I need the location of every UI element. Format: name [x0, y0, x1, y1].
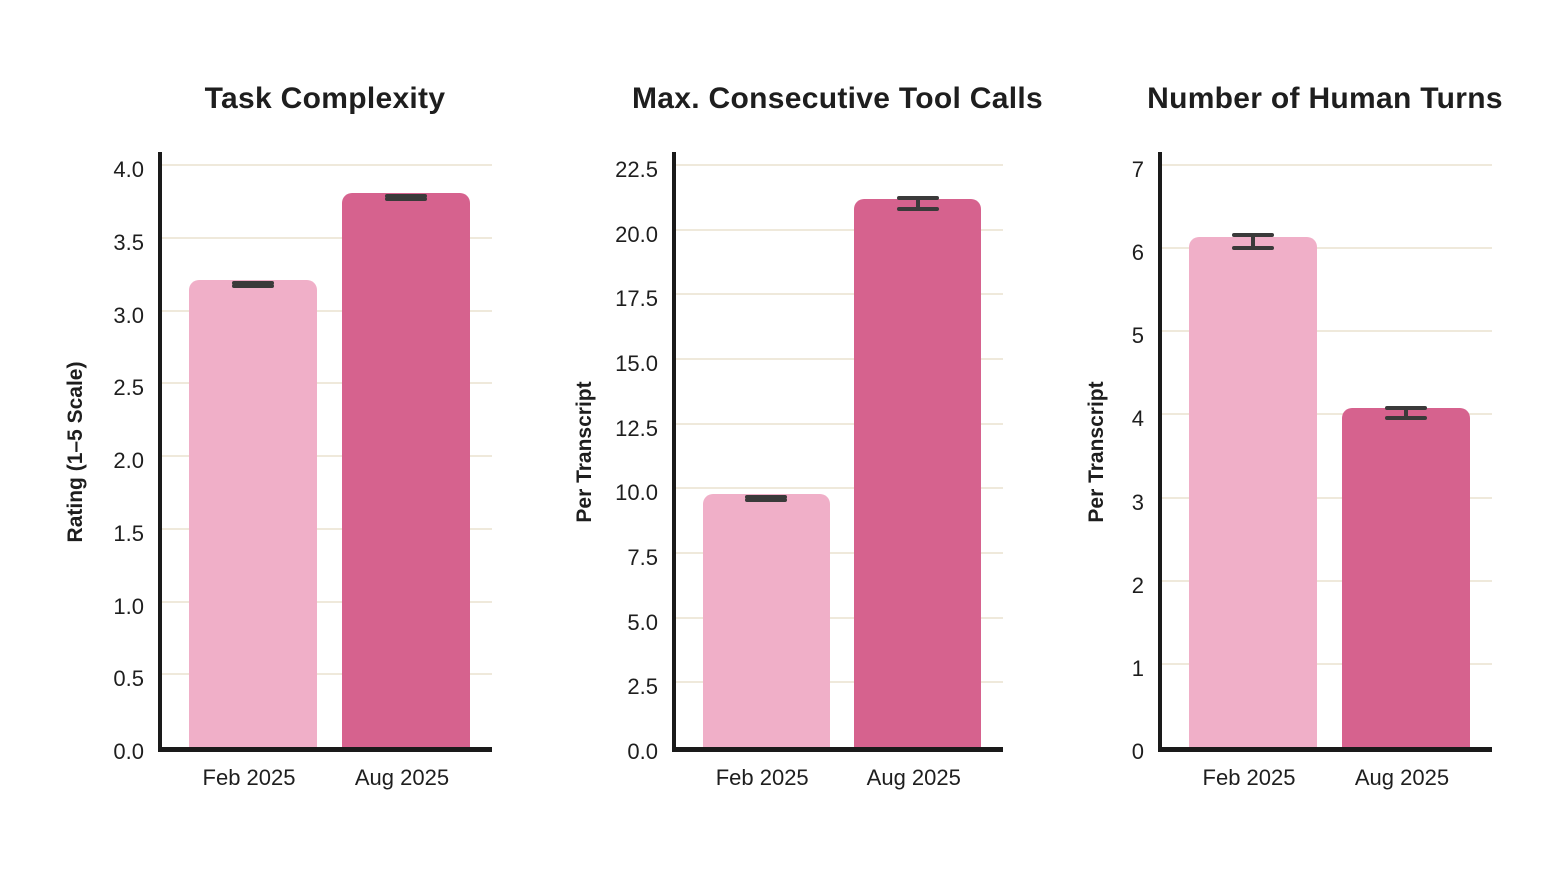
y-tick-label: 2.0 [113, 448, 144, 473]
gridline [676, 616, 1003, 619]
bar-feb-2025 [189, 279, 317, 747]
y-tick-label: 22.5 [615, 157, 658, 182]
gridline [162, 600, 492, 603]
gridline [162, 309, 492, 312]
x-tick-label-feb-2025: Feb 2025 [202, 765, 296, 790]
gridline [1162, 579, 1492, 582]
gridline [676, 228, 1003, 231]
error-whisker [1403, 406, 1408, 419]
gridline [162, 382, 492, 385]
error-cap-bottom [1232, 246, 1274, 251]
y-tick-label: 7.5 [627, 545, 658, 570]
bar-feb-2025 [1189, 236, 1317, 747]
y-tick-label: 10.0 [615, 480, 658, 506]
chart-title: Task Complexity [204, 82, 446, 115]
y-tick-label: 20.0 [615, 221, 658, 247]
error-cap-bottom [384, 197, 427, 202]
gridline [676, 293, 1003, 296]
y-tick-label: 1.0 [113, 593, 144, 619]
error-bar-aug-2025 [896, 196, 939, 211]
y-tick-label: 4 [1131, 406, 1144, 432]
y-tick-label: 1.5 [113, 520, 144, 546]
y-tick-label: 0.5 [113, 666, 144, 692]
y-tick-label: 3 [1131, 489, 1144, 515]
y-tick-label: 12.5 [615, 415, 658, 441]
gridline [162, 673, 492, 676]
gridline [162, 527, 492, 530]
x-tick-label-aug-2025: Aug 2025 [1354, 765, 1450, 790]
bar-feb-2025 [702, 493, 830, 747]
x-tick-label-feb-2025: Feb 2025 [715, 765, 809, 790]
gridline [1162, 330, 1492, 333]
error-cap-bottom [232, 284, 274, 289]
y-tick-label: 3.0 [113, 302, 144, 328]
gridline [162, 455, 492, 457]
error-bar-feb-2025 [1232, 232, 1274, 251]
gridline [162, 164, 492, 166]
y-tick-label: 17.5 [615, 286, 658, 312]
x-tick-label-feb-2025: Feb 2025 [1202, 765, 1296, 790]
y-tick-label: 6 [1131, 240, 1144, 266]
gridline [1162, 164, 1492, 166]
y-tick-label: 0.0 [627, 739, 658, 764]
gridline [1162, 413, 1492, 416]
y-tick-label: 4.0 [113, 157, 144, 182]
plot-area [1158, 152, 1492, 752]
y-tick-label: 1 [1131, 655, 1144, 681]
y-tick-label: 3.5 [113, 229, 144, 255]
error-whisker [915, 197, 920, 210]
bar-aug-2025 [854, 198, 982, 747]
x-tick-label-aug-2025: Aug 2025 [866, 765, 961, 790]
y-tick-label: 0 [1131, 739, 1144, 764]
plot-area [158, 152, 492, 752]
error-bar-aug-2025 [1384, 405, 1427, 420]
gridline [676, 164, 1003, 166]
task-complexity-chart: Task Complexity Rating (1–5 Scale) 0.0 0.… [48, 70, 532, 840]
y-tick-label: 2 [1131, 572, 1144, 598]
max-consecutive-tool-calls-chart: Max. Consecutive Tool Calls Per Transcri… [562, 70, 1043, 840]
y-tick-label: 0.0 [113, 739, 144, 764]
gridline [1162, 496, 1492, 499]
y-tick-label: 7 [1131, 157, 1144, 182]
plot-area [672, 152, 1003, 752]
error-cap-bottom [896, 206, 939, 211]
gridline [676, 422, 1003, 425]
gridline [676, 552, 1003, 554]
error-bar-feb-2025 [232, 281, 274, 289]
y-tick-label: 15.0 [615, 351, 658, 376]
y-tick-label: 2.5 [113, 375, 144, 401]
x-tick-label-aug-2025: Aug 2025 [354, 765, 450, 790]
error-cap-bottom [1384, 415, 1427, 420]
error-cap-bottom [745, 497, 788, 502]
gridline [162, 236, 492, 239]
error-bar-feb-2025 [745, 495, 788, 502]
bar-aug-2025 [342, 192, 470, 747]
gridline [1162, 247, 1492, 250]
chart-title: Max. Consecutive Tool Calls [632, 82, 1043, 115]
y-tick-label: 2.5 [627, 674, 658, 700]
gridline [676, 681, 1003, 684]
bar-aug-2025 [1342, 407, 1470, 747]
chart-title: Number of Human Turns [1147, 82, 1503, 115]
error-bar-aug-2025 [384, 194, 427, 202]
error-whisker [1251, 233, 1255, 250]
gridline [1162, 662, 1492, 665]
y-tick-label: 5.0 [627, 609, 658, 635]
y-tick-label: 5 [1131, 323, 1144, 349]
gridline [676, 487, 1003, 490]
gridline [676, 358, 1003, 360]
